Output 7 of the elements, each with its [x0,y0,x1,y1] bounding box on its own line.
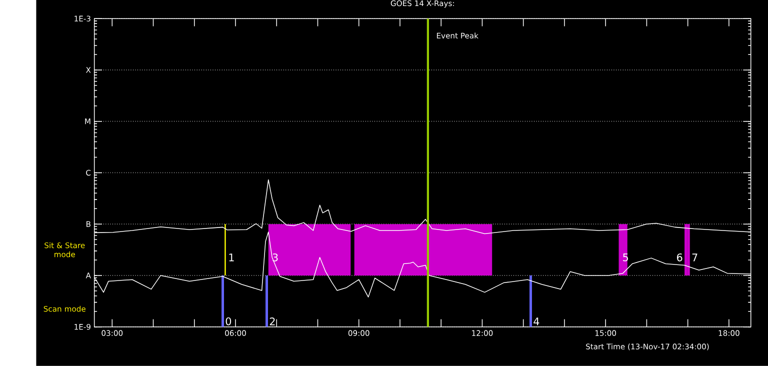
band-label: 0 [226,317,232,326]
band-label: 6 [676,254,682,262]
band-label: 1 [229,254,234,262]
band-label: 7 [692,254,698,262]
band-label: 3 [272,254,278,262]
band-label: 4 [534,318,540,326]
band-label: 2 [270,318,275,326]
